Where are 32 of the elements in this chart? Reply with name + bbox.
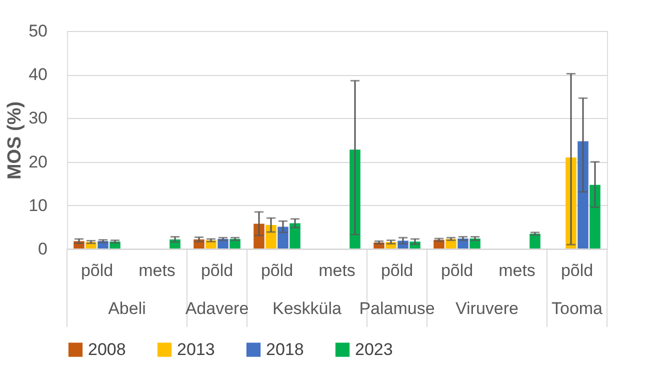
bar — [590, 184, 600, 249]
text: Abeli — [108, 299, 146, 318]
x-tick-label: põld — [260, 261, 294, 280]
x-tick-label: põld — [440, 261, 474, 280]
legend-label: 2013 — [177, 340, 215, 359]
x-tick-label: põld — [560, 261, 594, 280]
legend-label: 2008 — [88, 340, 126, 359]
bar — [278, 226, 288, 249]
bar — [266, 225, 276, 249]
y-tick-label: 40 — [28, 65, 48, 84]
text: Viruvere — [456, 299, 518, 318]
y-axis-title: MOS (%) — [4, 101, 26, 180]
bar — [578, 141, 588, 249]
x-tick-label: põld — [80, 261, 114, 280]
legend-label: 2018 — [266, 340, 304, 359]
x-tick-label: põld — [200, 261, 234, 280]
text: Adavere — [185, 299, 249, 318]
x-tick-label: mets — [498, 261, 536, 280]
text: Palamuse — [359, 299, 435, 318]
legend-label: 2023 — [355, 340, 393, 359]
text: Tooma — [551, 299, 604, 318]
x-tick-label: põld — [380, 261, 414, 280]
x-tick-label: mets — [138, 261, 176, 280]
y-tick-label: 30 — [28, 108, 48, 128]
x-tick-label: mets — [318, 261, 356, 280]
y-tick-label: 50 — [28, 22, 48, 40]
y-tick-label: 10 — [28, 196, 48, 215]
y-tick-label: 20 — [28, 152, 48, 172]
bar — [290, 223, 300, 249]
y-tick-label: 0 — [38, 240, 48, 258]
text: Keskküla — [272, 299, 342, 318]
bar — [254, 224, 264, 249]
